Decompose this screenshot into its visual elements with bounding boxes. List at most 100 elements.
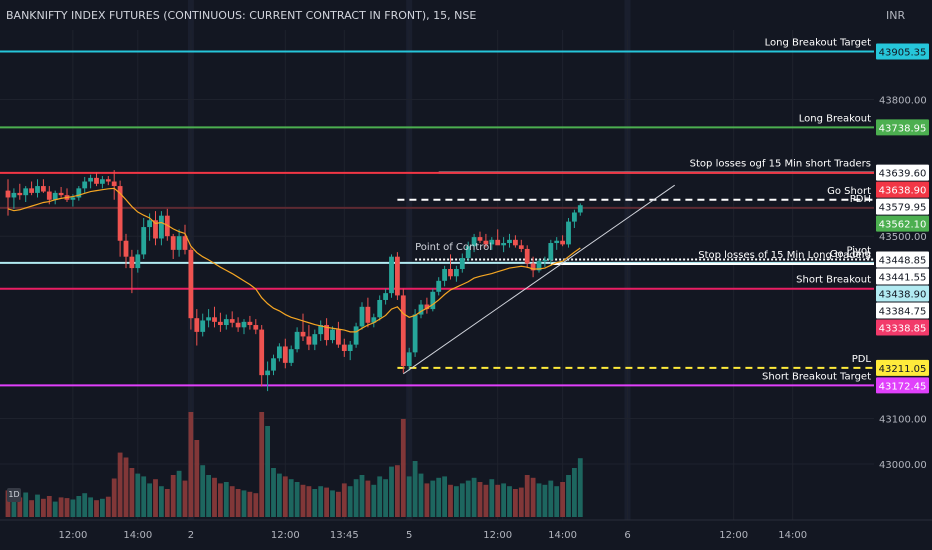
candle-body[interactable]: [117, 186, 123, 241]
price-badge-short_breakout[interactable]: [876, 302, 929, 319]
candle-body[interactable]: [194, 318, 200, 332]
candle-body[interactable]: [548, 243, 554, 260]
candle-body[interactable]: [572, 212, 577, 222]
candle-body[interactable]: [46, 191, 52, 200]
candle-body[interactable]: [170, 236, 176, 250]
candle-body[interactable]: [41, 186, 46, 192]
candle-body[interactable]: [52, 192, 58, 200]
candle-body[interactable]: [507, 239, 512, 244]
candle-body[interactable]: [442, 268, 447, 281]
candle-body[interactable]: [330, 329, 335, 341]
candle-body[interactable]: [341, 344, 347, 352]
candle-body[interactable]: [418, 304, 424, 315]
candle-body[interactable]: [29, 188, 34, 193]
candle-body[interactable]: [436, 280, 442, 292]
candle-body[interactable]: [495, 239, 501, 246]
candle-body[interactable]: [241, 321, 247, 328]
price-badge-pdl[interactable]: [876, 359, 929, 376]
price-badge-long_breakout[interactable]: [876, 119, 929, 136]
price-badge-go_short[interactable]: [876, 198, 929, 215]
candle-body[interactable]: [560, 240, 565, 245]
price-badge-short_breakout_target[interactable]: [876, 377, 929, 394]
candle-body[interactable]: [253, 325, 259, 330]
candle-body[interactable]: [389, 256, 394, 294]
candle-body[interactable]: [5, 190, 11, 198]
candle-body[interactable]: [76, 188, 82, 198]
candle-body[interactable]: [247, 321, 253, 326]
candle-body[interactable]: [200, 320, 206, 332]
candle-body[interactable]: [182, 236, 188, 250]
candle-body[interactable]: [377, 299, 383, 318]
candle-body[interactable]: [395, 256, 400, 296]
currency-label[interactable]: INR: [886, 9, 906, 22]
candle-body[interactable]: [406, 352, 412, 367]
price-badge-red_level[interactable]: [876, 181, 929, 198]
candle-body[interactable]: [477, 237, 483, 241]
candle-body[interactable]: [111, 181, 117, 187]
trend-line[interactable]: [403, 184, 675, 375]
interval-badge[interactable]: 1D: [7, 488, 21, 502]
candle-body[interactable]: [501, 243, 506, 246]
candle-body[interactable]: [218, 321, 223, 326]
candle-body[interactable]: [206, 317, 211, 321]
candle-body[interactable]: [412, 314, 418, 353]
candle-body[interactable]: [70, 197, 76, 200]
price-badge-pivot[interactable]: [876, 251, 929, 268]
price-badge-stop_losses_short[interactable]: [876, 164, 929, 181]
candle-body[interactable]: [23, 188, 29, 196]
candle-body[interactable]: [430, 291, 436, 310]
candle-body[interactable]: [277, 346, 282, 359]
candle-body[interactable]: [536, 261, 542, 271]
candle-body[interactable]: [554, 240, 560, 244]
candle-body[interactable]: [105, 179, 111, 182]
candle-body[interactable]: [465, 246, 471, 259]
candle-body[interactable]: [212, 317, 217, 322]
candle-body[interactable]: [306, 336, 312, 345]
candle-body[interactable]: [448, 268, 453, 277]
candle-body[interactable]: [88, 177, 93, 182]
candle-body[interactable]: [424, 304, 430, 310]
candle-body[interactable]: [359, 306, 365, 327]
candle-body[interactable]: [365, 306, 371, 323]
candle-body[interactable]: [35, 186, 40, 193]
candle-body[interactable]: [471, 237, 477, 247]
price-badge-stop_losses_long[interactable]: [876, 285, 929, 302]
candle-body[interactable]: [11, 192, 17, 198]
candle-body[interactable]: [123, 240, 129, 257]
candle-body[interactable]: [129, 256, 135, 269]
candle-body[interactable]: [577, 205, 583, 213]
candle-body[interactable]: [353, 326, 359, 345]
candle-body[interactable]: [141, 227, 147, 255]
candle-body[interactable]: [489, 239, 495, 245]
candle-body[interactable]: [383, 293, 388, 300]
candle-body[interactable]: [147, 220, 152, 228]
candle-body[interactable]: [282, 346, 288, 363]
candle-body[interactable]: [518, 245, 524, 249]
candle-body[interactable]: [223, 319, 229, 326]
price-badge-pink_level[interactable]: [876, 319, 929, 336]
candle-body[interactable]: [235, 322, 241, 328]
candle-body[interactable]: [566, 221, 571, 245]
candle-body[interactable]: [100, 179, 105, 184]
price-badge-pdh[interactable]: [876, 215, 929, 232]
price-badge-go_long[interactable]: [876, 268, 929, 285]
candle-body[interactable]: [58, 192, 64, 196]
candle-body[interactable]: [82, 181, 88, 189]
candle-body[interactable]: [159, 215, 164, 239]
candle-body[interactable]: [324, 325, 329, 341]
candle-body[interactable]: [318, 325, 324, 335]
candle-body[interactable]: [135, 254, 141, 269]
candle-body[interactable]: [188, 249, 194, 319]
candle-body[interactable]: [288, 349, 294, 363]
candle-body[interactable]: [524, 248, 530, 264]
candle-body[interactable]: [229, 319, 235, 323]
candle-body[interactable]: [371, 317, 377, 323]
candle-body[interactable]: [265, 370, 270, 376]
candle-body[interactable]: [336, 329, 341, 345]
candle-body[interactable]: [94, 177, 99, 184]
candle-body[interactable]: [542, 259, 548, 262]
candle-body[interactable]: [454, 268, 459, 277]
candle-body[interactable]: [294, 331, 300, 350]
candle-body[interactable]: [483, 240, 489, 245]
